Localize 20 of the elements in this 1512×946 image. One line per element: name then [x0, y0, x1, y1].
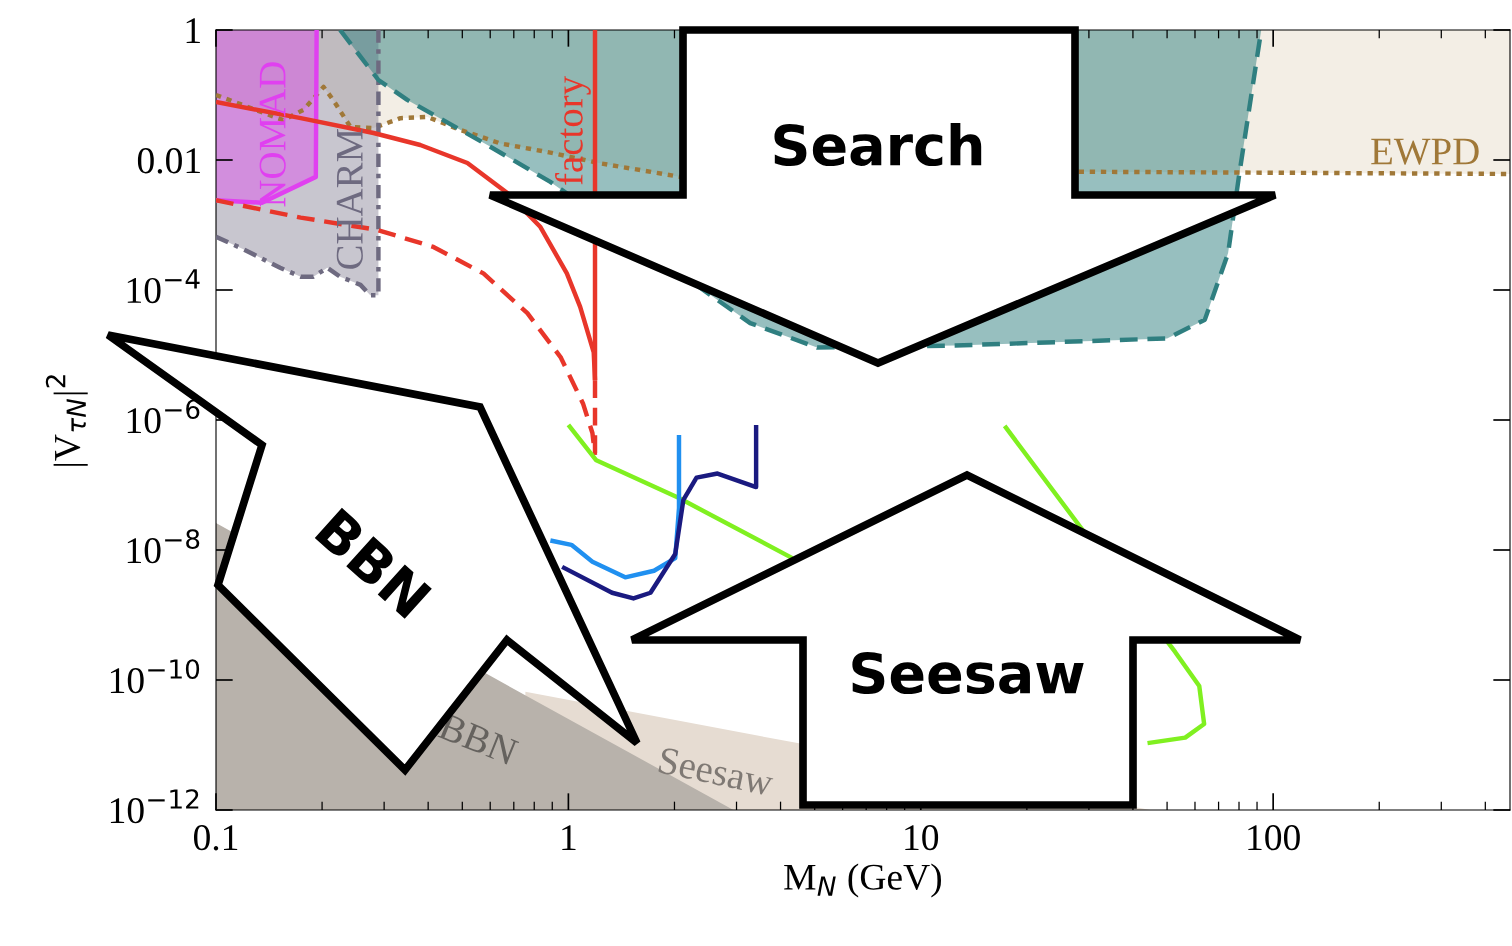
- x-tick-label: 100: [1248, 824, 1300, 851]
- x-tick-label: 0.1: [193, 824, 238, 851]
- annotation: Seesaw: [852, 652, 1084, 695]
- y-tick-label: 10$^{−4}$: [127, 269, 200, 304]
- annotation: Search: [774, 123, 982, 167]
- text: factory: [555, 76, 591, 185]
- x-axis-title: M$_{N}$ (GeV): [784, 863, 941, 898]
- text: CHARM: [336, 128, 363, 269]
- y-axis-title: |V$_{τN}$|$^{2}$: [45, 375, 88, 466]
- series-label: EWPD: [1371, 138, 1479, 165]
- y-tick-label: 10$^{−8}$: [127, 529, 200, 564]
- series-label: Seesaw: [658, 747, 775, 797]
- x-tick-label: 1: [562, 825, 576, 850]
- text: NOMAD: [259, 62, 286, 207]
- y-tick-label: 1: [186, 18, 200, 44]
- y-tick-label: 10$^{−12}$: [110, 789, 199, 824]
- y-tick-label: 0.01: [137, 148, 200, 174]
- x-tick-label: 10: [905, 824, 939, 851]
- series-label: BBN: [437, 712, 520, 766]
- y-tick-label: 10$^{−10}$: [110, 659, 200, 694]
